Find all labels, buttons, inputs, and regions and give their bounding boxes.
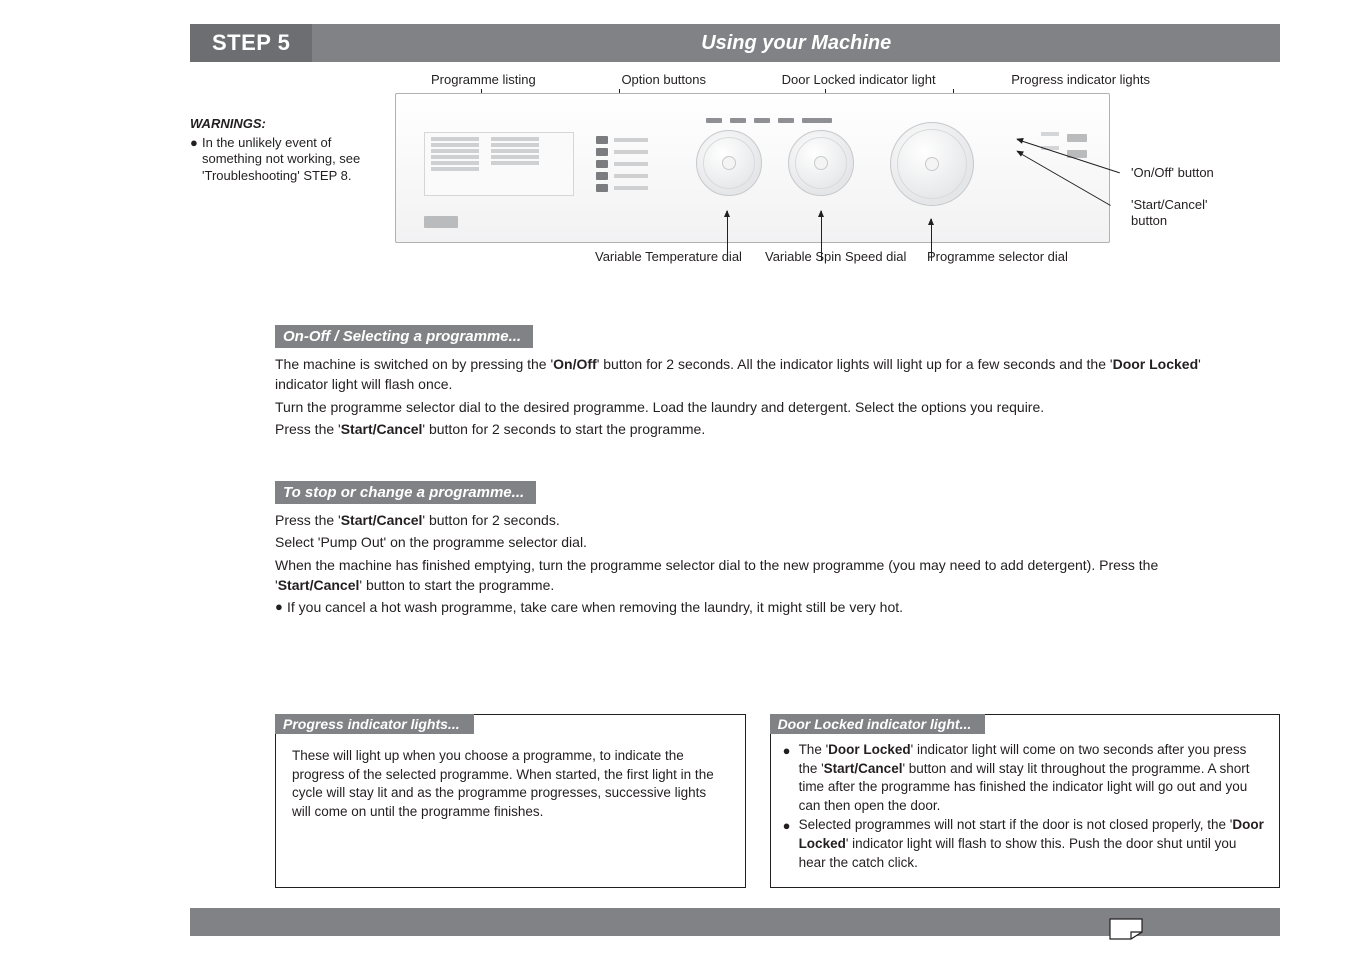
page-turn-icon [1109,918,1143,940]
step-label: STEP 5 [190,24,312,62]
section-body: Press the 'Start/Cancel' button for 2 se… [275,510,1245,617]
callout-progress-lights: Progress indicator lights [1011,72,1150,87]
bullet-icon: ● [783,816,799,835]
panel-progress-leds [706,118,818,123]
paragraph: Turn the programme selector dial to the … [275,397,1245,417]
control-panel-illustration [395,93,1110,243]
diagram-row: WARNINGS: ● In the unlikely event of som… [190,72,1280,271]
paragraph: The machine is switched on by pressing t… [275,354,1245,395]
box-door-locked: Door Locked indicator light... ● The 'Do… [770,714,1280,888]
bullet-icon: ● [783,741,799,760]
callout-on-off: 'On/Off' button [1131,165,1214,181]
section-heading: On-Off / Selecting a programme... [275,325,533,348]
list-text: Selected programmes will not start if th… [799,816,1267,873]
list-item: ● The 'Door Locked' indicator light will… [783,741,1267,817]
callout-start-cancel: 'Start/Cancel' button [1131,197,1241,230]
page-title: Using your Machine [312,24,1280,62]
panel-door-led [816,118,832,123]
box-progress-lights: Progress indicator lights... These will … [275,714,746,888]
box-heading: Door Locked indicator light... [770,714,986,734]
panel-programme-dial [890,122,974,206]
warnings-item: ● In the unlikely event of something not… [190,135,387,184]
callout-temp-dial: Variable Temperature dial [595,249,742,264]
paragraph: Press the 'Start/Cancel' button for 2 se… [275,419,1245,439]
panel-programme-list [424,132,574,196]
callouts-top: Programme listing Option buttons Door Lo… [395,72,1280,93]
box-body: These will light up when you choose a pr… [276,735,745,827]
paragraph: When the machine has finished emptying, … [275,555,1245,596]
list-item: ● If you cancel a hot wash programme, ta… [275,597,1245,617]
callout-prog-dial: Programme selector dial [927,249,1068,264]
list-item: ● Selected programmes will not start if … [783,816,1267,873]
section-body: The machine is switched on by pressing t… [275,354,1245,439]
title-bar: STEP 5 Using your Machine [190,24,1280,62]
section-on-off: On-Off / Selecting a programme... The ma… [190,325,1280,439]
panel-spin-dial [788,130,854,196]
section-stop-change: To stop or change a programme... Press t… [190,481,1280,617]
callouts-bottom: Variable Temperature dial Variable Spin … [395,249,1110,271]
info-boxes-row: Progress indicator lights... These will … [190,714,1280,888]
panel-option-buttons [596,136,648,192]
list-text: The 'Door Locked' indicator light will c… [799,741,1267,817]
warnings-column: WARNINGS: ● In the unlikely event of som… [190,72,395,271]
section-heading: To stop or change a programme... [275,481,536,504]
page-content: STEP 5 Using your Machine WARNINGS: ● In… [190,24,1280,888]
warnings-text: In the unlikely event of something not w… [202,135,387,184]
box-body: ● The 'Door Locked' indicator light will… [771,735,1279,877]
bullet-icon: ● [275,597,287,617]
panel-temperature-dial [696,130,762,196]
box-heading: Progress indicator lights... [275,714,474,734]
callout-spin-dial: Variable Spin Speed dial [765,249,906,264]
paragraph: These will light up when you choose a pr… [292,747,729,823]
callout-option-buttons: Option buttons [621,72,706,87]
diagram-column: Programme listing Option buttons Door Lo… [395,72,1280,271]
list-text: If you cancel a hot wash programme, take… [287,597,903,617]
panel-side-buttons [1067,134,1087,158]
paragraph: Select 'Pump Out' on the programme selec… [275,532,1245,552]
paragraph: Press the 'Start/Cancel' button for 2 se… [275,510,1245,530]
callout-programme-listing: Programme listing [431,72,536,87]
warnings-heading: WARNINGS: [190,116,387,131]
panel-brand-badge [424,216,458,228]
bullet-icon: ● [190,135,202,151]
callout-door-locked: Door Locked indicator light [782,72,936,87]
